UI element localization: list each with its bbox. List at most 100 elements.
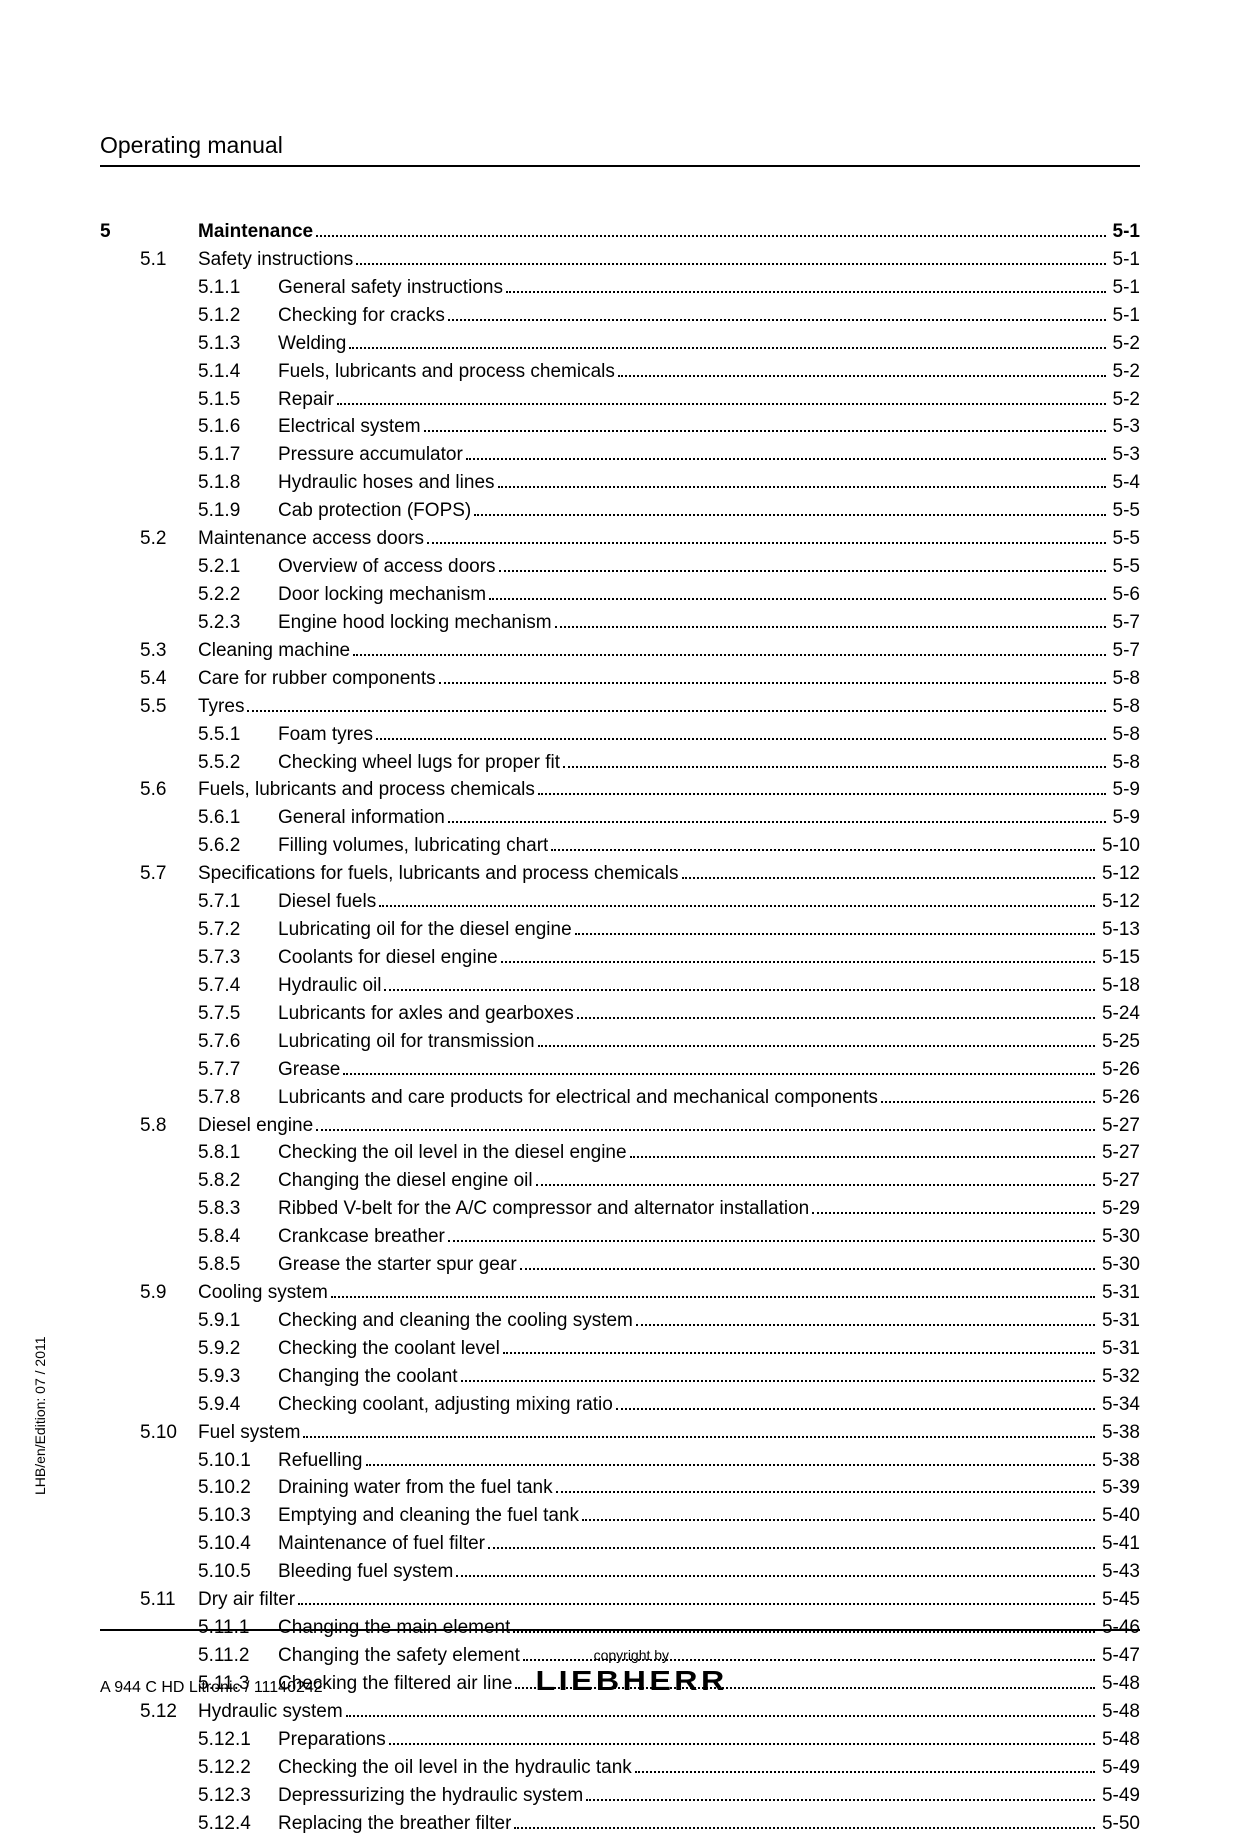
toc-page-ref: 5-29: [1098, 1195, 1140, 1223]
toc-subsection-title: Cab protection (FOPS): [278, 497, 471, 525]
toc-subsection-title: Pressure accumulator: [278, 441, 463, 469]
toc-subsection-title: Depressurizing the hydraulic system: [278, 1782, 583, 1810]
toc-page-ref: 5-38: [1098, 1419, 1140, 1447]
toc-section-title: Specifications for fuels, lubricants and…: [198, 860, 679, 888]
toc-subsection-title: Lubricants for axles and gearboxes: [278, 1000, 574, 1028]
toc-subsection-title: Fuels, lubricants and process chemicals: [278, 358, 615, 386]
footer-rule: [100, 1629, 1140, 1631]
toc-row: 5.11Dry air filter 5-45: [100, 1586, 1140, 1614]
toc-subsection-number: 5.8.1: [198, 1139, 278, 1167]
toc-leader-dots: [538, 780, 1106, 795]
toc-page-ref: 5-8: [1109, 693, 1140, 721]
toc-row: 5.9.1Checking and cleaning the cooling s…: [100, 1307, 1140, 1335]
toc-row: 5.9.3Changing the coolant 5-32: [100, 1363, 1140, 1391]
toc-leader-dots: [503, 1339, 1095, 1354]
toc-page-ref: 5-26: [1098, 1056, 1140, 1084]
toc-subsection-number: 5.5.2: [198, 749, 278, 777]
table-of-contents: 5Maintenance 5-15.1Safety instructions 5…: [100, 218, 1140, 1837]
toc-page-ref: 5-5: [1109, 497, 1140, 525]
toc-subsection-title: Checking and cleaning the cooling system: [278, 1307, 633, 1335]
toc-subsection-title: Checking coolant, adjusting mixing ratio: [278, 1391, 613, 1419]
toc-subsection-number: 5.8.3: [198, 1195, 278, 1223]
toc-section-number: 5.8: [140, 1112, 198, 1140]
toc-page-ref: 5-8: [1109, 721, 1140, 749]
toc-row: 5.10.2Draining water from the fuel tank …: [100, 1474, 1140, 1502]
toc-page-ref: 5-9: [1109, 804, 1140, 832]
toc-subsection-number: 5.2.3: [198, 609, 278, 637]
toc-subsection-title: Checking the oil level in the diesel eng…: [278, 1139, 627, 1167]
toc-subsection-title: Engine hood locking mechanism: [278, 609, 552, 637]
toc-leader-dots: [582, 1506, 1095, 1521]
toc-leader-dots: [376, 724, 1106, 739]
toc-chapter-number: 5: [100, 218, 140, 246]
toc-row: 5.9Cooling system 5-31: [100, 1279, 1140, 1307]
toc-subsection-number: 5.9.2: [198, 1335, 278, 1363]
toc-subsection-title: Crankcase breather: [278, 1223, 445, 1251]
toc-row: 5.3Cleaning machine 5-7: [100, 637, 1140, 665]
toc-leader-dots: [448, 808, 1106, 823]
toc-subsection-number: 5.12.2: [198, 1754, 278, 1782]
toc-row: 5.1.9Cab protection (FOPS) 5-5: [100, 497, 1140, 525]
toc-page-ref: 5-48: [1098, 1726, 1140, 1754]
toc-subsection-number: 5.9.1: [198, 1307, 278, 1335]
toc-leader-dots: [575, 920, 1095, 935]
toc-page-ref: 5-12: [1098, 860, 1140, 888]
page-header: Operating manual: [100, 132, 1140, 167]
toc-page-ref: 5-5: [1109, 553, 1140, 581]
toc-row: 5Maintenance 5-1: [100, 218, 1140, 246]
toc-row: 5.12Hydraulic system 5-48: [100, 1698, 1140, 1726]
brand-logo: LIEBHERR: [535, 1665, 727, 1697]
toc-subsection-number: 5.8.2: [198, 1167, 278, 1195]
toc-leader-dots: [538, 1031, 1095, 1046]
toc-section-number: 5.6: [140, 776, 198, 804]
toc-page-ref: 5-2: [1109, 386, 1140, 414]
toc-leader-dots: [448, 305, 1106, 320]
toc-row: 5.2.3Engine hood locking mechanism 5-7: [100, 609, 1140, 637]
toc-leader-dots: [474, 501, 1105, 516]
toc-subsection-title: General information: [278, 804, 445, 832]
toc-row: 5.8.3Ribbed V-belt for the A/C compresso…: [100, 1195, 1140, 1223]
toc-page-ref: 5-27: [1098, 1139, 1140, 1167]
toc-page-ref: 5-1: [1109, 218, 1140, 246]
toc-subsection-title: Lubricants and care products for electri…: [278, 1084, 878, 1112]
toc-subsection-title: Grease: [278, 1056, 340, 1084]
toc-subsection-title: Refuelling: [278, 1447, 363, 1475]
toc-subsection-number: 5.7.6: [198, 1028, 278, 1056]
toc-row: 5.7.4Hydraulic oil 5-18: [100, 972, 1140, 1000]
toc-row: 5.1.4Fuels, lubricants and process chemi…: [100, 358, 1140, 386]
toc-subsection-title: Checking the oil level in the hydraulic …: [278, 1754, 632, 1782]
toc-leader-dots: [520, 1255, 1095, 1270]
toc-row: 5.6.2Filling volumes, lubricating chart …: [100, 832, 1140, 860]
toc-leader-dots: [384, 976, 1094, 991]
toc-page-ref: 5-1: [1109, 302, 1140, 330]
toc-leader-dots: [303, 1422, 1095, 1437]
toc-subsection-number: 5.12.4: [198, 1810, 278, 1837]
toc-leader-dots: [635, 1757, 1095, 1772]
toc-row: 5.12.1Preparations 5-48: [100, 1726, 1140, 1754]
toc-leader-dots: [424, 417, 1106, 432]
toc-row: 5.10.1Refuelling 5-38: [100, 1447, 1140, 1475]
toc-subsection-title: Maintenance of fuel filter: [278, 1530, 485, 1558]
toc-subsection-number: 5.7.8: [198, 1084, 278, 1112]
toc-subsection-number: 5.9.3: [198, 1363, 278, 1391]
toc-leader-dots: [379, 892, 1095, 907]
toc-row: 5.9.4Checking coolant, adjusting mixing …: [100, 1391, 1140, 1419]
toc-subsection-title: Foam tyres: [278, 721, 373, 749]
toc-subsection-number: 5.2.1: [198, 553, 278, 581]
toc-leader-dots: [247, 696, 1105, 711]
toc-leader-dots: [682, 864, 1095, 879]
toc-subsection-number: 5.6.1: [198, 804, 278, 832]
toc-subsection-title: Preparations: [278, 1726, 386, 1754]
toc-page-ref: 5-5: [1109, 525, 1140, 553]
toc-leader-dots: [499, 557, 1106, 572]
toc-subsection-title: Checking the coolant level: [278, 1335, 500, 1363]
toc-subsection-number: 5.8.4: [198, 1223, 278, 1251]
toc-page-ref: 5-26: [1098, 1084, 1140, 1112]
toc-leader-dots: [298, 1590, 1095, 1605]
toc-row: 5.1Safety instructions 5-1: [100, 246, 1140, 274]
header-title: Operating manual: [100, 132, 1140, 165]
toc-section-number: 5.9: [140, 1279, 198, 1307]
footer-model: A 944 C HD Litronic / 11140242: [100, 1679, 323, 1697]
toc-subsection-title: Replacing the breather filter: [278, 1810, 511, 1837]
toc-subsection-number: 5.7.5: [198, 1000, 278, 1028]
